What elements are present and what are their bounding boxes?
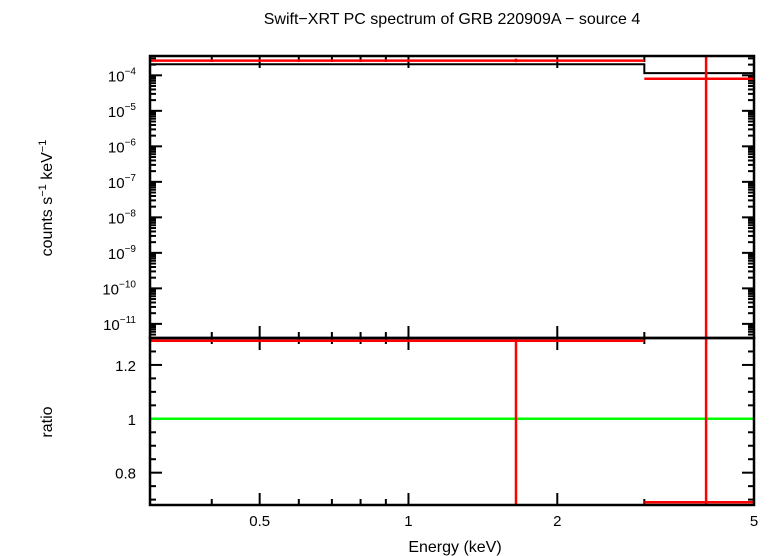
y-tick-label: 10−7: [108, 173, 137, 192]
y-tick-label: 10−8: [108, 208, 137, 227]
y-tick-label: 10−5: [108, 102, 137, 121]
y-axis-label-part: −1: [37, 184, 49, 197]
y-tick-label: 1.2: [115, 358, 136, 375]
chart-title: Swift−XRT PC spectrum of GRB 220909A − s…: [264, 11, 641, 28]
y-tick-label: 10−4: [108, 66, 137, 85]
spectrum-frame: [148, 54, 756, 340]
y-axis-label-part: −1: [37, 140, 49, 153]
model-line: [150, 63, 754, 75]
x-tick-label: 2: [553, 513, 561, 530]
y-axis-label-spectrum: counts s−1 keV−1: [37, 140, 56, 257]
y-tick-label: 1: [128, 412, 136, 429]
spectrum-panel: 10−4 10−5 10−6 10−7 10−8 10−9 10−10 10−11: [102, 54, 756, 340]
y-tick-label: 10−9: [108, 244, 137, 263]
ratio-frame: [148, 336, 756, 507]
y-tick-label: 10−11: [103, 315, 136, 334]
x-tick-labels: 0.5 1 2 5: [249, 513, 758, 530]
x-tick-label: 1: [404, 513, 412, 530]
x-tick-label: 0.5: [249, 513, 270, 530]
y-axis-label-ratio: ratio: [39, 406, 56, 437]
y-tick-label: 0.8: [115, 466, 136, 483]
y-tick-label: 10−10: [102, 279, 136, 298]
x-axis-label: Energy (keV): [408, 539, 501, 556]
y-tick-label: 10−6: [108, 137, 137, 156]
ratio-panel: 0.8 1 1.2: [115, 336, 756, 507]
y-axis-label-part: counts s: [39, 197, 56, 257]
x-tick-label: 5: [750, 513, 758, 530]
y-axis-label-part: keV: [39, 152, 56, 184]
